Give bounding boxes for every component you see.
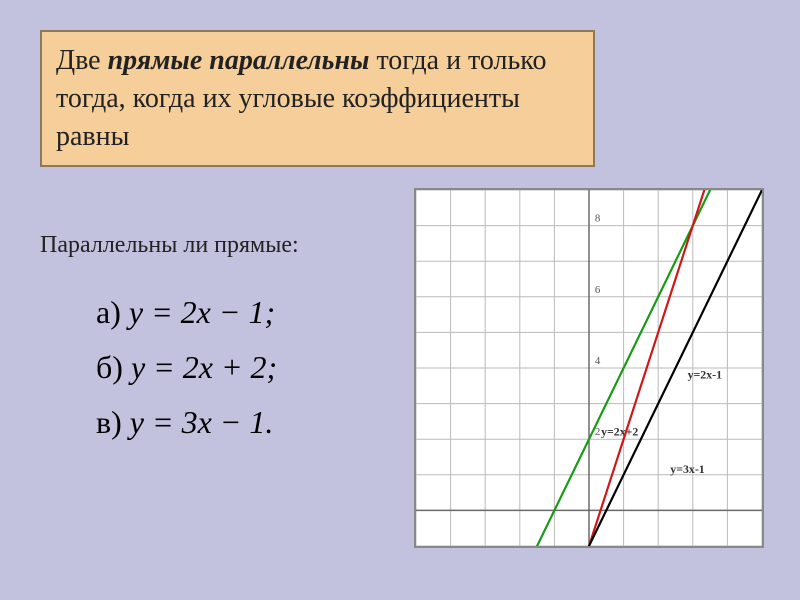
equation-b: б) y = 2x + 2; xyxy=(96,349,277,386)
svg-text:8: 8 xyxy=(595,213,601,225)
equations-block: а) y = 2x − 1; б) y = 2x + 2; в) y = 3x … xyxy=(96,294,277,459)
equation-b-label: б) xyxy=(96,349,131,385)
question-text: Параллельны ли прямые: xyxy=(40,232,299,259)
equation-a: а) y = 2x − 1; xyxy=(96,294,277,331)
svg-text:2: 2 xyxy=(595,426,600,438)
chart-frame: 2 4 6 8 y=2x+2 y=3x-1 y=2x-1 xyxy=(414,188,764,548)
chart-svg: 2 4 6 8 y=2x+2 y=3x-1 y=2x-1 xyxy=(416,190,762,546)
equation-b-formula: y = 2x + 2; xyxy=(131,349,277,385)
svg-text:y=2x+2: y=2x+2 xyxy=(601,425,638,439)
svg-text:y=2x-1: y=2x-1 xyxy=(688,368,722,382)
equation-a-label: а) xyxy=(96,294,129,330)
theorem-prefix: Две xyxy=(56,45,108,76)
equation-c-formula: y = 3x − 1. xyxy=(130,404,274,440)
svg-text:6: 6 xyxy=(595,284,601,296)
equation-a-formula: y = 2x − 1; xyxy=(129,294,275,330)
equation-c: в) y = 3x − 1. xyxy=(96,404,277,441)
svg-text:y=3x-1: y=3x-1 xyxy=(670,462,704,476)
svg-text:4: 4 xyxy=(595,355,601,367)
theorem-emphasis: прямые параллельны xyxy=(108,45,370,76)
equation-c-label: в) xyxy=(96,404,130,440)
theorem-box: Две прямые параллельны тогда и только то… xyxy=(40,30,595,167)
